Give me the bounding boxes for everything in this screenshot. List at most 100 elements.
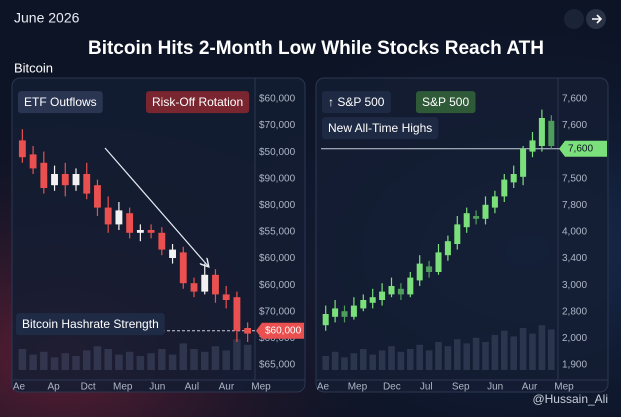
- candle-body: [426, 266, 433, 272]
- candle-body: [379, 291, 386, 300]
- volume-bar: [147, 353, 155, 370]
- x-tick-label: Jun: [487, 382, 503, 393]
- y-tick-label: 3,400: [562, 253, 587, 264]
- y-tick-label: $50,000: [259, 147, 296, 158]
- volume-bar: [463, 343, 470, 370]
- volume-bar: [125, 351, 134, 370]
- volume-bar: [179, 343, 188, 370]
- candle-body: [169, 249, 176, 258]
- candle-body: [244, 328, 252, 334]
- y-tick-label: 3,000: [562, 280, 587, 291]
- volume-bar: [519, 328, 527, 370]
- next-icon: [592, 14, 603, 24]
- label-box: [18, 91, 103, 114]
- candle-body: [538, 118, 545, 146]
- annotation: ETF Outflows: [24, 95, 97, 109]
- volume-bar: [454, 339, 461, 370]
- trend-arrow: [104, 147, 208, 266]
- volume-bar: [18, 349, 27, 370]
- label-box: [322, 117, 439, 140]
- volume-bar: [115, 354, 123, 370]
- candle-body: [350, 305, 357, 317]
- volume-bar: [529, 333, 536, 370]
- candle-body: [510, 174, 517, 183]
- label-box: [146, 91, 250, 114]
- candle-body: [491, 196, 498, 208]
- candle-body: [416, 263, 423, 281]
- candle-body: [179, 252, 187, 284]
- y-tick-label: 1,900: [562, 360, 587, 371]
- y-tick-label: 7,600: [562, 94, 587, 105]
- candle-body: [397, 288, 404, 295]
- volume-bar: [360, 349, 367, 370]
- volume-bar: [407, 349, 414, 370]
- candle-body: [454, 224, 461, 244]
- volume-bar: [200, 351, 209, 370]
- candle-body: [444, 241, 451, 256]
- annotation: ↑ S&P 500: [328, 95, 385, 109]
- volume-bar: [61, 353, 70, 370]
- panel: [315, 77, 609, 393]
- candle-body: [322, 314, 329, 326]
- price-tag: [559, 140, 607, 157]
- volume-bar: [501, 330, 508, 370]
- volume-bar: [168, 354, 177, 370]
- candle-body: [126, 213, 134, 233]
- y-tick-label: $90,000: [259, 173, 296, 184]
- x-tick-label: Mep: [554, 382, 574, 393]
- volume-bar: [369, 354, 376, 370]
- price-tag: [256, 322, 304, 339]
- x-tick-label: Aul: [185, 382, 199, 393]
- candle-body: [212, 274, 219, 295]
- volume-bar: [341, 357, 348, 370]
- annotation: Bitcoin Hashrate Strength: [22, 317, 159, 331]
- candle-body: [72, 174, 80, 186]
- candle-body: [147, 230, 155, 233]
- volume-bar: [472, 337, 480, 370]
- annotation: Risk-Off Rotation: [152, 95, 243, 109]
- label-box: [416, 91, 476, 114]
- y-tick-label: 2,000: [562, 333, 587, 344]
- y-tick-label: $80,000: [259, 200, 296, 211]
- y-tick-label: $60,000: [259, 253, 296, 264]
- volume-bar: [388, 346, 395, 370]
- candle-body: [360, 300, 367, 309]
- volume-bar: [378, 350, 386, 370]
- volume-bar: [397, 351, 405, 370]
- x-tick-label: Mep: [251, 382, 271, 393]
- x-tick-label: Jul: [420, 382, 433, 393]
- x-tick-label: Sep: [452, 382, 470, 393]
- price-tag-label: $60,000: [265, 325, 302, 336]
- volume-bar: [416, 344, 423, 370]
- icon-button[interactable]: [564, 9, 584, 29]
- volume-bar: [435, 342, 442, 370]
- volume-bar: [82, 350, 91, 370]
- candle-body: [190, 283, 198, 292]
- candle-body: [473, 216, 480, 219]
- candle-body: [201, 274, 209, 292]
- x-tick-label: Aur: [219, 382, 235, 393]
- candle-body: [61, 174, 69, 186]
- y-tick-label: $70,000: [259, 306, 296, 317]
- volume-bar: [222, 350, 230, 370]
- candle-body: [18, 140, 26, 158]
- candle-body: [501, 179, 508, 197]
- x-tick-label: Aur: [522, 382, 538, 393]
- candle-body: [369, 297, 376, 303]
- candle-body: [341, 311, 348, 317]
- volume-bar: [136, 356, 145, 370]
- volume-bar: [548, 329, 555, 370]
- title: Bitcoin Hits 2-Month Low While Stocks Re…: [88, 38, 544, 59]
- date: June 2026: [14, 10, 80, 26]
- volume-bar: [50, 357, 59, 370]
- y-tick-label: 7,800: [562, 200, 587, 211]
- volume-bar: [444, 346, 452, 370]
- x-tick-label: Ae: [317, 382, 330, 393]
- volume-bar: [482, 342, 489, 370]
- volume-bar: [211, 346, 220, 370]
- volume-bar: [29, 354, 37, 370]
- volume-bar: [190, 349, 198, 370]
- x-tick-label: Mep: [113, 382, 133, 393]
